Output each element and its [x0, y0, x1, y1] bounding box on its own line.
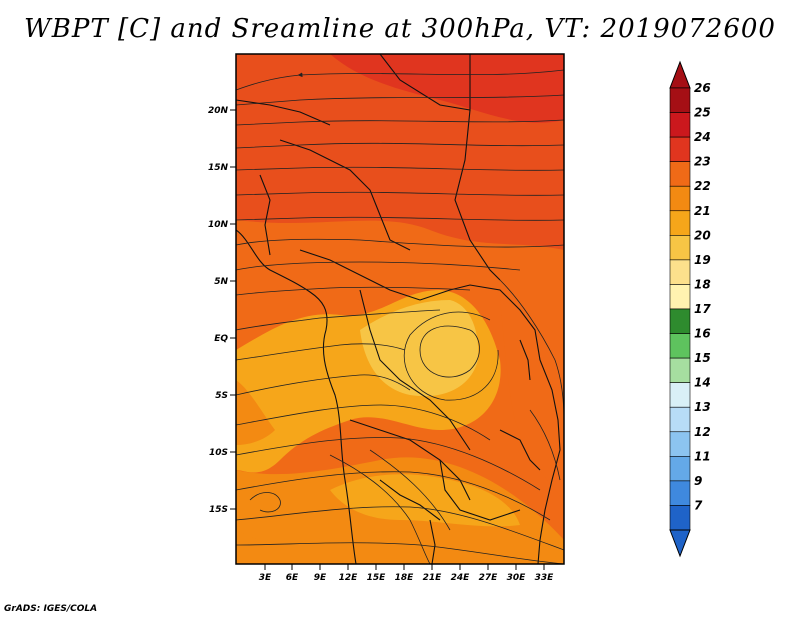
lat-label: 5S	[215, 391, 228, 401]
colorbar-box	[669, 480, 691, 506]
lon-label: 24E	[451, 573, 471, 583]
lon-label: 6E	[286, 573, 299, 583]
wbpt-field	[236, 54, 564, 564]
colorbar-label: 23	[694, 155, 711, 169]
colorbar-label: 9	[694, 474, 702, 488]
colorbar-label: 19	[694, 253, 711, 267]
lon-label: 9E	[314, 573, 327, 583]
lon-labels: 3E 6E 9E 12E 15E 18E 21E 24E 27E 30E 33E	[259, 573, 554, 583]
colorbar-label: 25	[694, 106, 711, 120]
grads-credit: GrADS: IGES/COLA	[4, 604, 98, 614]
lon-label: 27E	[479, 573, 499, 583]
colorbar-box	[669, 406, 691, 433]
lat-label: 15N	[208, 163, 229, 173]
colorbar: 26 25 24 23 22 21 20 19 18 17 16 15 14 13 12 11 9 7	[669, 60, 711, 558]
colorbar-label: 15	[694, 351, 711, 365]
colorbar-box	[669, 456, 691, 482]
colorbar-box	[669, 161, 691, 187]
colorbar-box	[669, 505, 691, 531]
lat-label: 10S	[209, 448, 228, 458]
lon-label: 30E	[507, 573, 527, 583]
colorbar-top-arrow	[669, 60, 691, 89]
colorbar-box	[669, 112, 691, 138]
colorbar-label: 7	[694, 498, 703, 512]
colorbar-box	[669, 431, 691, 457]
lat-label: 15S	[209, 505, 228, 515]
colorbar-box	[669, 284, 691, 310]
colorbar-label: 11	[694, 449, 711, 463]
colorbar-box	[669, 357, 691, 383]
lon-label: 33E	[535, 573, 555, 583]
colorbar-label: 17	[694, 302, 711, 316]
map-frame	[235, 53, 565, 565]
colorbar-label: 13	[694, 400, 711, 414]
colorbar-bottom-arrow	[669, 529, 691, 558]
colorbar-label: 22	[694, 179, 711, 193]
lon-ticks	[264, 564, 545, 570]
colorbar-box	[669, 210, 691, 236]
lat-label: 10N	[208, 220, 229, 230]
colorbar-label: 14	[694, 376, 711, 390]
colorbar-label: 24	[694, 130, 711, 144]
colorbar-box	[669, 87, 691, 113]
colorbar-label: 12	[694, 425, 711, 439]
colorbar-box	[669, 382, 691, 408]
colorbar-box	[669, 333, 691, 359]
lat-label: 5N	[214, 277, 228, 287]
lon-label: 3E	[259, 573, 272, 583]
lat-ticks	[230, 109, 236, 510]
colorbar-label: 18	[694, 277, 711, 291]
lat-labels: 20N 15N 10N 5N EQ 5S 10S 15S	[208, 106, 229, 515]
lat-label: EQ	[214, 334, 228, 344]
lon-label: 15E	[367, 573, 387, 583]
colorbar-box	[669, 136, 691, 162]
colorbar-label: 20	[694, 228, 711, 242]
colorbar-box	[669, 259, 691, 285]
lon-label: 18E	[395, 573, 415, 583]
colorbar-box	[669, 185, 691, 212]
colorbar-label: 21	[694, 204, 711, 218]
chart-title: WBPT [C] and Sreamline at 300hPa, VT: 20…	[24, 14, 776, 44]
lat-label: 20N	[208, 106, 229, 116]
colorbar-label: 16	[694, 327, 711, 341]
colorbar-box	[669, 235, 691, 261]
lon-label: 12E	[339, 573, 359, 583]
lon-label: 21E	[423, 573, 443, 583]
colorbar-box	[669, 308, 691, 334]
colorbar-label: 26	[694, 81, 711, 95]
